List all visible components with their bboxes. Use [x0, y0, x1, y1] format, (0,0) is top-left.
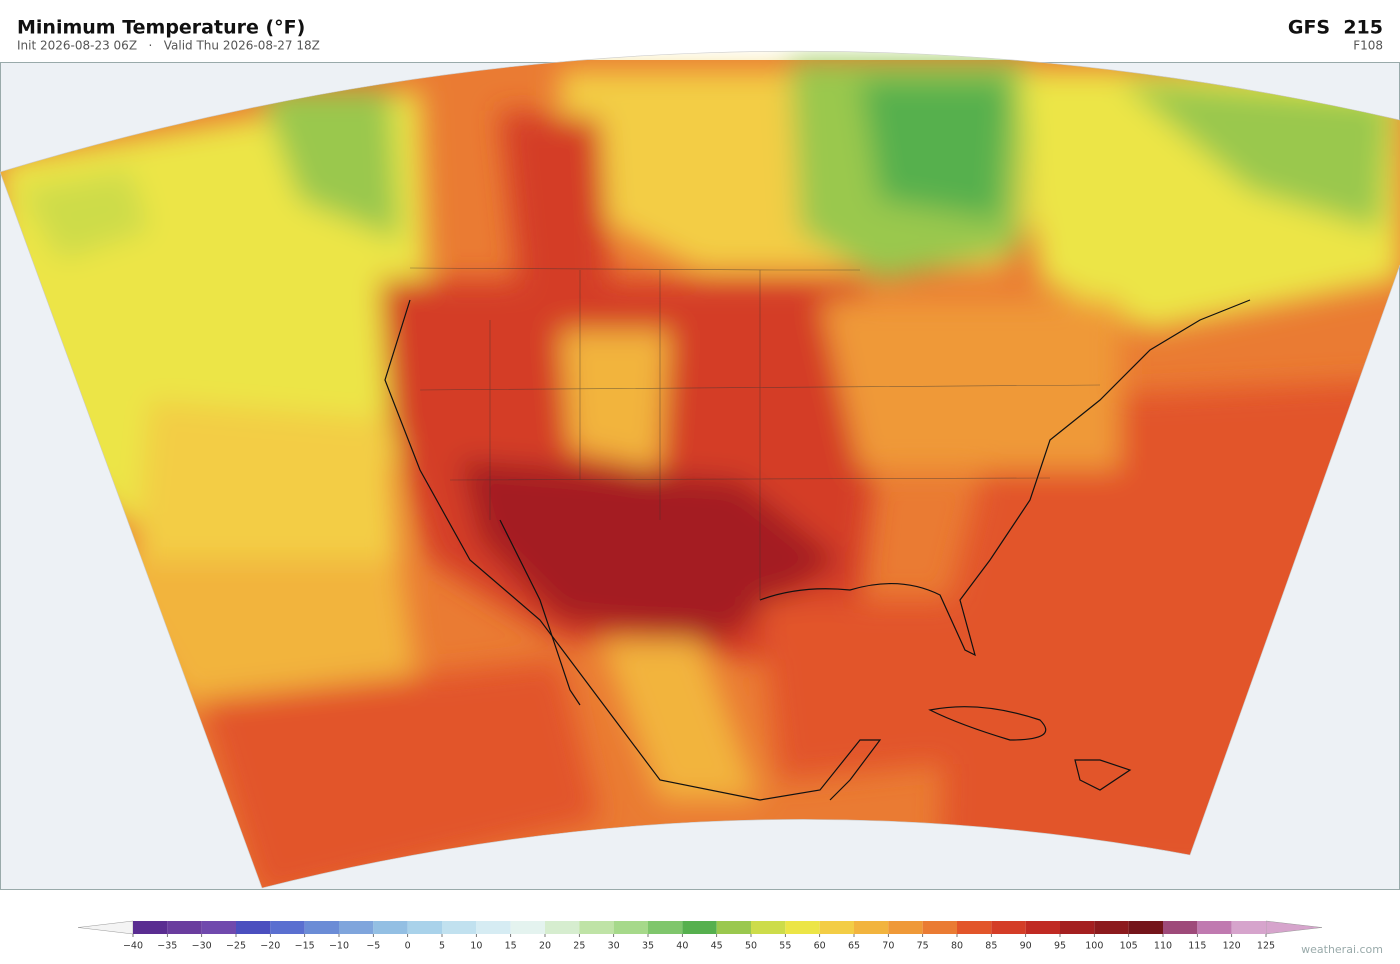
colorbar-tick-label: 0 [405, 941, 411, 952]
colorbar-over [1265, 920, 1323, 935]
colorbar-tick-label: 30 [608, 941, 620, 952]
colorbar-bin [270, 921, 305, 934]
colorbar-bin [785, 921, 820, 934]
colorbar-bin [648, 921, 683, 934]
colorbar-bin [304, 921, 339, 934]
colorbar-bin [373, 921, 408, 934]
colorbar-tick-label: 20 [539, 941, 551, 952]
colorbar-bin [510, 921, 545, 934]
model-label: GFS 215 [1288, 17, 1383, 39]
colorbar-tick-label: 45 [711, 941, 723, 952]
colorbar-tick-label: 25 [573, 941, 585, 952]
colorbar-tick-label: −35 [157, 941, 177, 952]
colorbar-bin [1094, 921, 1129, 934]
colorbar-bin [1060, 921, 1095, 934]
colorbar-bin [201, 921, 236, 934]
colorbar-tick-label: −30 [192, 941, 212, 952]
colorbar-bin [1025, 921, 1060, 934]
colorbar-bin [922, 921, 957, 934]
colorbar-tick-label: 75 [917, 941, 929, 952]
colorbar-bin [133, 921, 168, 934]
colorbar-tick-label: 85 [985, 941, 997, 952]
colorbar-bin [957, 921, 992, 934]
colorbar-tick-label: 100 [1085, 941, 1103, 952]
colorbar-bin [476, 921, 511, 934]
colorbar-bin [819, 921, 854, 934]
colorbar-tick-label: 50 [745, 941, 757, 952]
colorbar-tick-label: −25 [226, 941, 246, 952]
colorbar-tick-label: −15 [295, 941, 315, 952]
colorbar-tick-label: 105 [1120, 941, 1138, 952]
colorbar-tick-label: 5 [439, 941, 445, 952]
colorbar-bin [579, 921, 614, 934]
forecast-hour: F108 [1353, 39, 1383, 53]
colorbar-bin [442, 921, 477, 934]
colorbar-bin [1197, 921, 1232, 934]
colorbar-bin [613, 921, 648, 934]
colorbar-tick-label: 125 [1257, 941, 1275, 952]
colorbar-tick-label: 80 [951, 941, 963, 952]
colorbar-bin [991, 921, 1026, 934]
colorbar-bin [236, 921, 271, 934]
colorbar-bin [1128, 921, 1163, 934]
colorbar-tick-label: 95 [1054, 941, 1066, 952]
colorbar-bin [1163, 921, 1198, 934]
temperature-field [0, 60, 1400, 888]
colorbar-tick-label: 10 [470, 941, 482, 952]
credit: weatherai.com [1301, 943, 1383, 956]
colorbar-tick-label: 15 [505, 941, 517, 952]
colorbar-tick-label: 120 [1223, 941, 1241, 952]
colorbar-tick-label: 60 [814, 941, 826, 952]
colorbar-tick-label: 40 [676, 941, 688, 952]
colorbar-tick-label: 115 [1188, 941, 1206, 952]
colorbar-bin [339, 921, 374, 934]
colorbar-tick-label: −40 [123, 941, 143, 952]
subtitle: Init 2026-08-23 06Z · Valid Thu 2026-08-… [17, 39, 320, 53]
colorbar-tick-label: 90 [1020, 941, 1032, 952]
colorbar-tick-label: −5 [366, 941, 380, 952]
colorbar-under [77, 920, 134, 935]
colorbar-tick-label: 55 [779, 941, 791, 952]
colorbar: −40 −35 −30 −25 −20 −15 −10 −5 0 5 10 15 20 25 30 35 40 4… [77, 920, 1323, 952]
colorbar-tick-label: 70 [882, 941, 894, 952]
colorbar-bin [716, 921, 751, 934]
colorbar-tick-label: −10 [329, 941, 349, 952]
domain-edge [0, 50, 1400, 889]
colorbar-tick-label: 110 [1154, 941, 1172, 952]
colorbar-bin [545, 921, 580, 934]
colorbar-bin [888, 921, 923, 934]
colorbar-bin [167, 921, 202, 934]
colorbar-bin [407, 921, 442, 934]
colorbar-tick-label: 65 [848, 941, 860, 952]
colorbar-bin [1231, 921, 1266, 934]
colorbar-tick-label: −20 [260, 941, 280, 952]
colorbar-tick-label: 35 [642, 941, 654, 952]
colorbar-bin [854, 921, 889, 934]
colorbar-bin [751, 921, 786, 934]
title: Minimum Temperature (°F) [17, 17, 305, 39]
colorbar-bin [682, 921, 717, 934]
